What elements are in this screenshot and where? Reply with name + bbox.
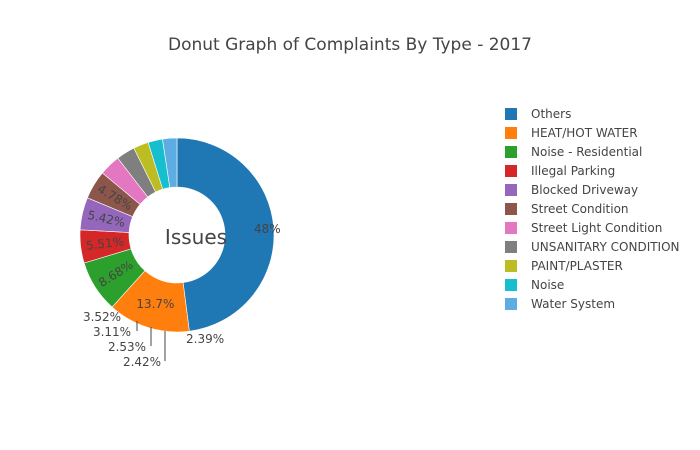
legend: Others HEAT/HOT WATER Noise - Residential I…: [505, 107, 680, 311]
slice-label-2: 13.7%: [136, 297, 174, 311]
legend-swatch-1[interactable]: [505, 108, 517, 120]
legend-swatch-6[interactable]: [505, 203, 517, 215]
legend-swatch-5[interactable]: [505, 184, 517, 196]
slice-label-7: 3.52%: [83, 310, 121, 324]
legend-swatch-2[interactable]: [505, 127, 517, 139]
legend-swatch-7[interactable]: [505, 222, 517, 234]
chart-title: Donut Graph of Complaints By Type - 2017: [168, 35, 532, 55]
legend-label-4[interactable]: Illegal Parking: [531, 164, 615, 178]
legend-swatch-4[interactable]: [505, 165, 517, 177]
donut-slices: [79, 137, 275, 333]
legend-label-5[interactable]: Blocked Driveway: [531, 183, 638, 197]
slice-label-1: 48%: [254, 222, 281, 236]
legend-label-2[interactable]: HEAT/HOT WATER: [531, 126, 638, 140]
legend-label-3[interactable]: Noise - Residential: [531, 145, 642, 159]
slice-label-10: 2.42%: [123, 355, 161, 369]
donut-slice-11[interactable]: [162, 137, 178, 188]
legend-label-1[interactable]: Others: [531, 107, 571, 121]
legend-label-11[interactable]: Water System: [531, 297, 615, 311]
legend-label-9[interactable]: PAINT/PLASTER: [531, 259, 623, 273]
legend-label-10[interactable]: Noise: [531, 278, 564, 292]
legend-swatch-11[interactable]: [505, 298, 517, 310]
slice-label-8: 3.11%: [93, 325, 131, 339]
legend-swatch-3[interactable]: [505, 146, 517, 158]
slice-label-4: 5.51%: [85, 234, 125, 252]
legend-label-7[interactable]: Street Light Condition: [531, 221, 662, 235]
legend-label-6[interactable]: Street Condition: [531, 202, 629, 216]
legend-swatch-9[interactable]: [505, 260, 517, 272]
legend-swatch-8[interactable]: [505, 241, 517, 253]
donut-center-label: Issues: [165, 225, 227, 249]
legend-swatch-10[interactable]: [505, 279, 517, 291]
slice-label-11: 2.39%: [186, 332, 224, 346]
donut-slice-1[interactable]: [176, 137, 275, 332]
slice-label-9: 2.53%: [108, 340, 146, 354]
legend-label-8[interactable]: UNSANITARY CONDITION: [531, 240, 680, 254]
